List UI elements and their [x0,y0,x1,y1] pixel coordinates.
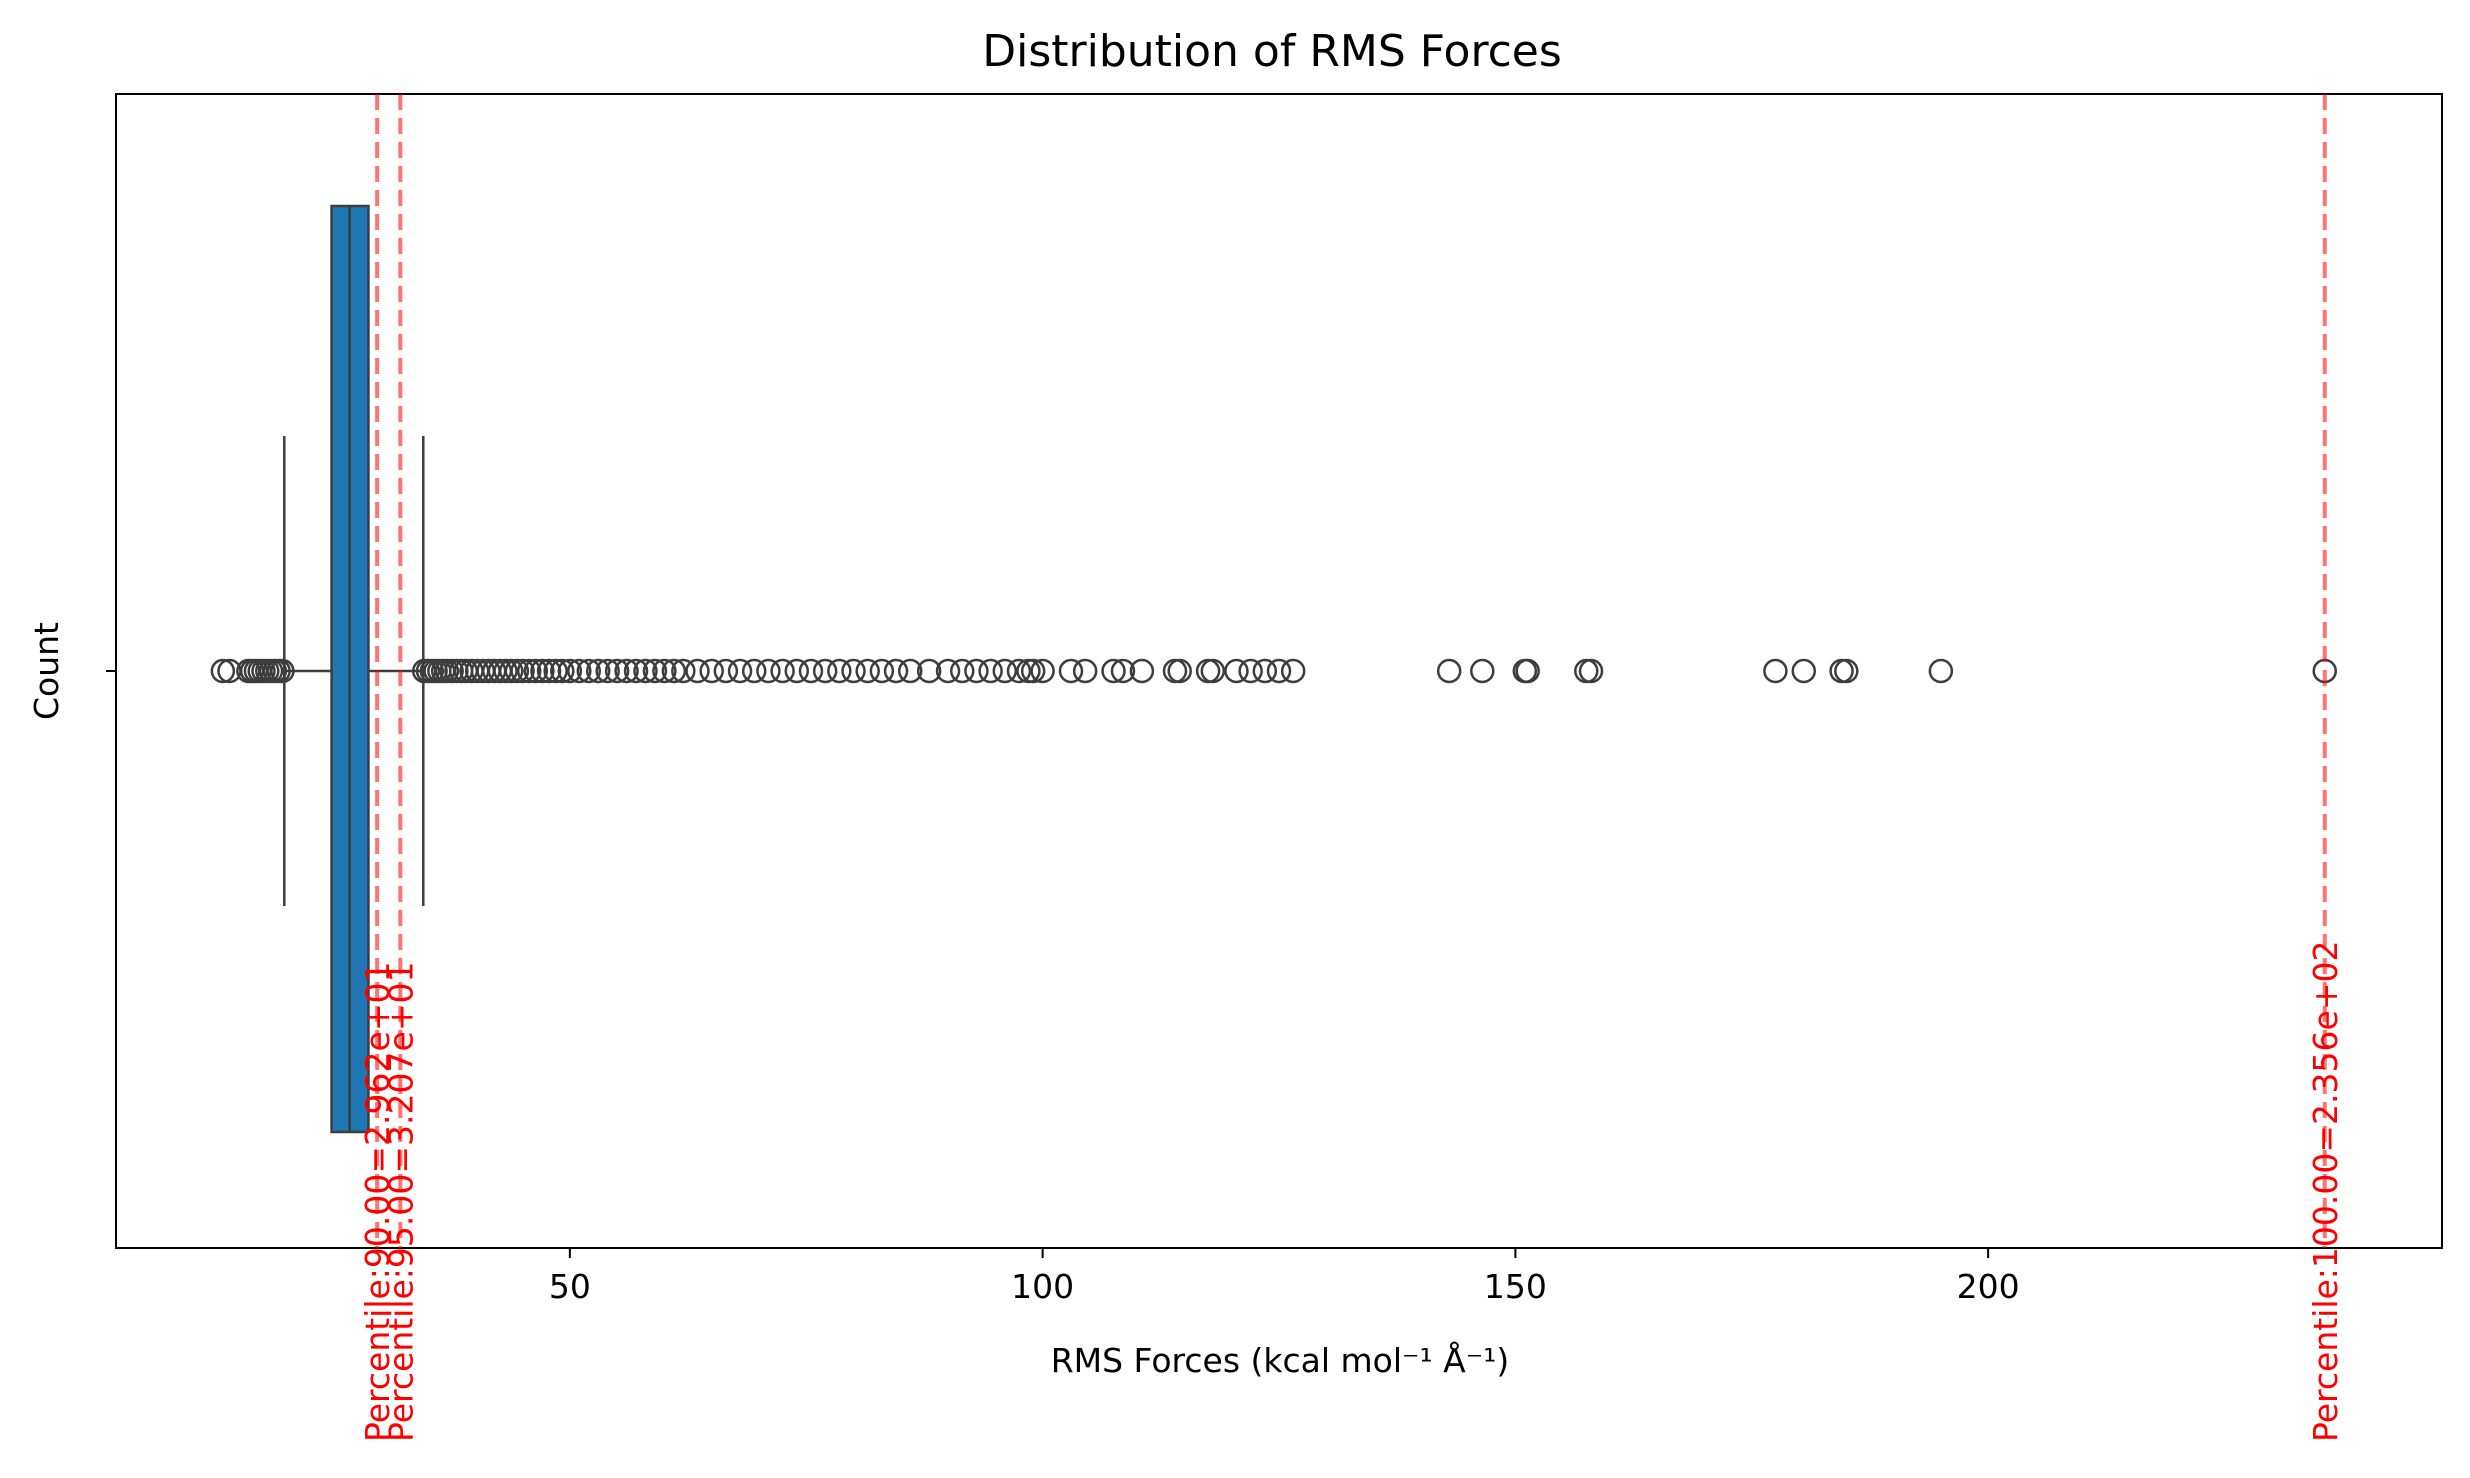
outlier-point [576,658,602,684]
outlier-point [604,658,630,684]
outlier-point [897,658,923,684]
outlier-point [827,658,852,684]
outlier-point [595,658,620,684]
outlier-point [727,658,753,684]
outlier-point [1224,658,1249,684]
outlier-point [1030,658,1055,684]
x-tick-label: 100 [1011,1267,1074,1306]
outlier-point [1101,658,1126,684]
x-tick-label: 200 [1957,1267,2020,1306]
outlier-point [1072,658,1098,684]
outlier-point [493,658,518,684]
outlier-point [633,658,658,684]
outlier-point [1006,658,1032,684]
chart-title: Distribution of RMS Forces [982,26,1562,77]
outlier-point [585,658,611,684]
outlier-point [1129,658,1155,684]
outlier-point [270,658,295,684]
outlier-point [1470,658,1495,684]
outlier-point [1110,658,1136,684]
outlier-point [869,658,895,684]
outlier-point [1578,658,1604,684]
plot-frame [115,93,2443,1249]
outlier-point [1252,658,1278,684]
outlier-point [1162,658,1188,684]
outlier-point [1574,658,1599,684]
outlier-point [510,658,535,684]
outlier-point [614,658,639,684]
outlier-point [523,658,549,684]
outlier-point [978,658,1003,684]
outlier-point [1763,658,1788,684]
outlier-point [798,658,824,684]
outlier-point [964,658,989,684]
outlier-point [685,658,710,684]
outlier-point [949,658,975,684]
reference-lines: Percentile:90.00=2.962e+01Percentile:95.… [358,94,2345,1442]
plot-area [210,204,2338,1134]
reference-line-label: Percentile:95.00=3.207e+01 [381,962,420,1442]
outlier-point [812,658,838,684]
outlier-point [1167,658,1192,684]
x-axis: 50 100 150 200 [549,1248,2020,1306]
outlier-point [530,658,555,684]
outlier-point [1829,658,1854,684]
outlier-point [652,658,677,684]
outlier-point [935,658,961,684]
reference-line-label: Percentile:100.00=2.356e+02 [2306,941,2345,1442]
outlier-point [841,658,866,684]
reference-line-label: Percentile:90.00=2.962e+01 [358,962,397,1442]
outlier-point [1238,658,1263,684]
outlier-point [1834,658,1859,684]
x-tick-label: 150 [1484,1267,1547,1306]
outlier-point [1280,658,1306,684]
outlier-point [713,658,739,684]
outlier-point [543,658,568,684]
outlier-point [1791,658,1817,684]
outlier-point [883,658,909,684]
outlier-point [671,658,696,684]
outlier-point [1058,658,1084,684]
outlier-point [516,658,542,684]
outlier-point [741,658,767,684]
outlier-point [1515,658,1540,684]
x-tick-label: 50 [549,1267,591,1306]
outlier-point [623,658,649,684]
outlier-point [1436,658,1462,684]
y-axis-label: Count [27,622,66,720]
outlier-point [855,658,880,684]
outlier-point [1928,658,1954,684]
outlier-point [642,658,668,684]
outlier-point [567,658,592,684]
outlier-point [1266,658,1292,684]
outlier-point [1020,658,1046,684]
outlier-point [550,658,575,684]
outlier-point [770,658,795,684]
outlier-point [699,658,724,684]
outlier-point [498,658,524,684]
outlier-point [661,658,687,684]
outlier-point [992,658,1018,684]
outlier-point [756,658,781,684]
outlier-point [1195,658,1221,684]
x-axis-label: RMS Forces (kcal mol⁻¹ Å⁻¹) [1051,1340,1510,1380]
outlier-point [784,658,810,684]
outlier-point [504,658,530,684]
outlier-point [916,658,942,684]
outlier-point [1200,658,1226,684]
outlier-point [210,658,236,684]
outlier-point [557,658,583,684]
